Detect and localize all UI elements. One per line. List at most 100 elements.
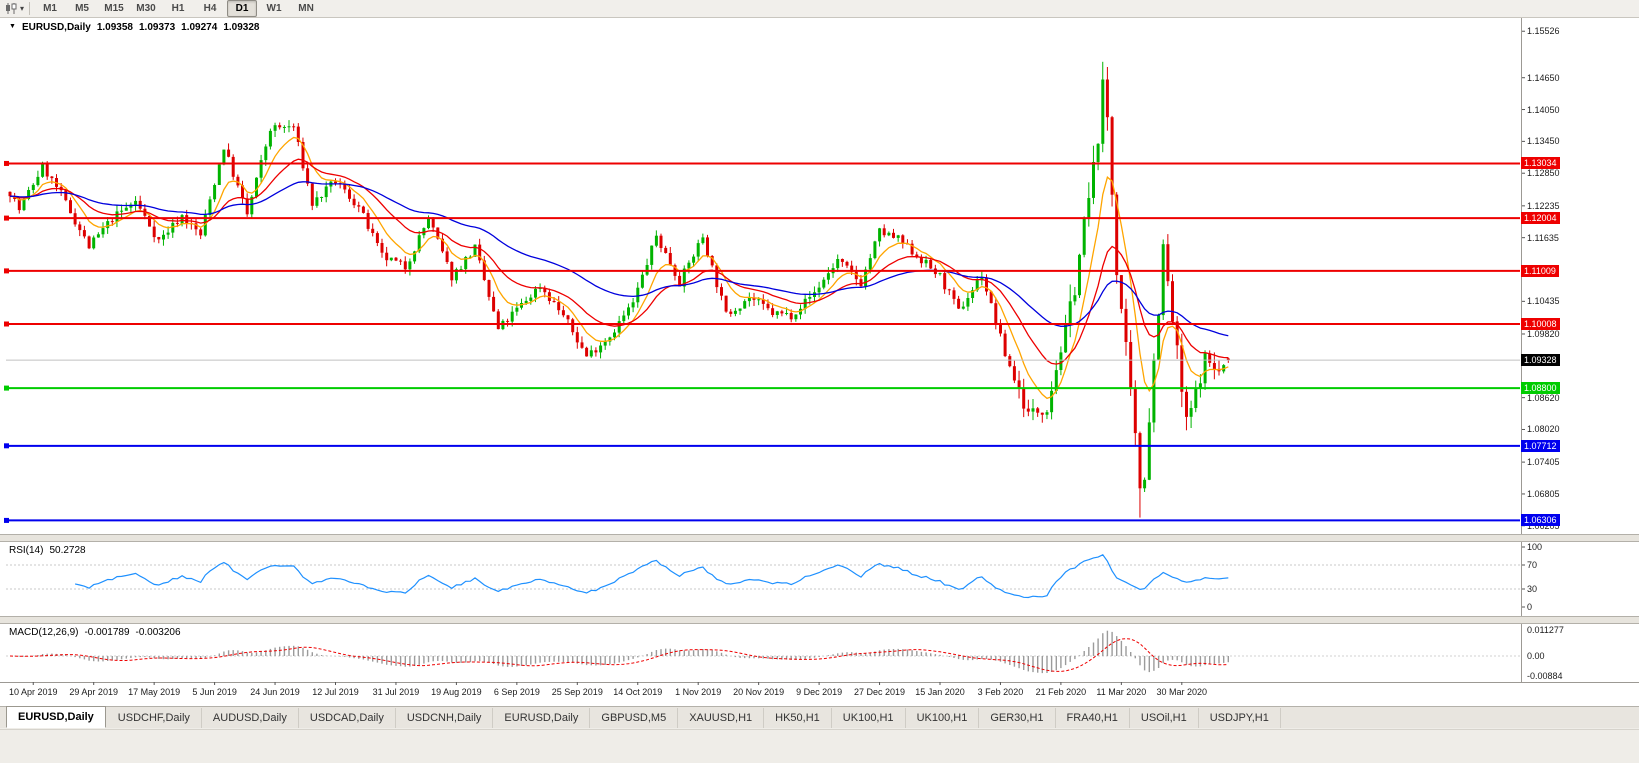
chart-tab-usdcnh-daily[interactable]: USDCNH,Daily	[396, 708, 494, 728]
timeframe-buttons: M1 M5 M15 M30 H1 H4 D1 W1 MN	[35, 0, 321, 17]
macd-axis-label: 0.00	[1527, 651, 1545, 662]
hline-handle[interactable]	[4, 215, 9, 221]
macd-signal-value: -0.003206	[135, 627, 181, 638]
timeframe-m15[interactable]: M15	[104, 3, 124, 14]
timeframe-h1[interactable]: H1	[171, 3, 185, 14]
price-axis-label: 1.06805	[1527, 488, 1560, 499]
price-axis-label: 1.07405	[1527, 457, 1560, 468]
chart-canvas[interactable]	[0, 18, 1639, 706]
price-axis-label: 1.14650	[1527, 72, 1560, 83]
chart-tab-fra40-h1[interactable]: FRA40,H1	[1056, 708, 1130, 728]
toolbar: ▾ M1 M5 M15 M30 H1 H4 D1 W1 MN	[0, 0, 1639, 18]
price-axis[interactable]	[1521, 18, 1639, 682]
chart-tab-eurusd-daily[interactable]: EURUSD,Daily	[493, 708, 591, 728]
price-axis-label: 1.12235	[1527, 200, 1560, 211]
date-axis-label: 29 Apr 2019	[69, 687, 118, 697]
timeframe-d1[interactable]: D1	[227, 0, 258, 17]
pane-splitter[interactable]	[0, 534, 1639, 542]
hline-price-label: 1.11009	[1521, 264, 1559, 277]
hline-handle[interactable]	[4, 268, 9, 274]
price-axis-label: 1.08020	[1527, 424, 1560, 435]
date-axis-label: 10 Apr 2019	[8, 687, 58, 697]
price-axis-label: 1.13450	[1527, 136, 1560, 147]
date-axis-label: 19 Aug 2019	[431, 687, 482, 697]
chart-tab-ger30-h1[interactable]: GER30,H1	[979, 708, 1056, 728]
date-axis-label: 21 Feb 2020	[1035, 687, 1087, 697]
macd-histogram	[13, 630, 1230, 674]
chart-tab-hk50-h1[interactable]: HK50,H1	[764, 708, 832, 728]
date-axis-label: 6 Sep 2019	[493, 687, 540, 697]
rsi-name: RSI(14)	[9, 545, 44, 556]
macd-value: -0.001789	[84, 627, 130, 638]
chart-tab-uk100-h1[interactable]: UK100,H1	[832, 708, 906, 728]
timeframe-h4[interactable]: H4	[203, 3, 217, 14]
rsi-axis-label: 100	[1527, 542, 1543, 552]
date-axis-label: 14 Oct 2019	[613, 687, 663, 697]
chart-tab-audusd-daily[interactable]: AUDUSD,Daily	[202, 708, 299, 728]
hline-handle[interactable]	[4, 160, 9, 166]
price-axis-label: 1.14050	[1527, 104, 1560, 115]
macd-signal-line	[9, 638, 1229, 672]
chart-title: ▼ EURUSD,Daily 1.09358 1.09373 1.09274 1…	[9, 22, 259, 33]
slow-ma-line	[9, 181, 1229, 337]
timeframe-mn[interactable]: MN	[298, 3, 314, 14]
chart-tab-xauusd-h1[interactable]: XAUUSD,H1	[678, 708, 765, 728]
toolbar-separator	[29, 2, 31, 15]
hline-handle[interactable]	[4, 517, 9, 523]
hline-price-label: 1.07712	[1521, 439, 1560, 452]
hline-price-label: 1.06306	[1521, 514, 1560, 527]
rsi-value: 50.2728	[49, 545, 86, 556]
chart-tab-usdjpy-h1[interactable]: USDJPY,H1	[1199, 708, 1281, 728]
date-axis-label: 12 Jul 2019	[312, 687, 359, 697]
quote-open: 1.09358	[96, 22, 133, 33]
timeframe-m5[interactable]: M5	[75, 3, 89, 14]
date-axis-label: 30 Mar 2020	[1156, 687, 1208, 697]
rsi-axis-label: 70	[1527, 560, 1538, 570]
timeframe-m1[interactable]: M1	[43, 3, 57, 14]
chart-tab-eurusd-daily[interactable]: EURUSD,Daily	[6, 706, 106, 728]
candlestick-chart-icon[interactable]	[4, 2, 19, 15]
current-price-label: 1.09328	[1521, 354, 1560, 367]
hline-handle[interactable]	[4, 443, 9, 449]
macd-name: MACD(12,26,9)	[9, 627, 79, 638]
price-axis-label: 1.08620	[1527, 392, 1560, 403]
hline-price-label: 1.12004	[1521, 212, 1560, 225]
price-axis-label: 1.09820	[1527, 328, 1560, 339]
chart-tab-bar: EURUSD,Daily USDCHF,Daily AUDUSD,Daily USDC…	[0, 706, 1639, 728]
dropdown-caret-icon[interactable]: ▾	[20, 4, 25, 13]
chart-tab-usoil-h1[interactable]: USOil,H1	[1130, 708, 1199, 728]
pane-splitter[interactable]	[0, 616, 1639, 624]
macd-indicator-label: MACD(12,26,9) -0.001789 -0.003206	[9, 627, 181, 638]
price-axis-label: 1.11635	[1527, 232, 1559, 243]
date-axis-label: 5 Jun 2019	[192, 687, 237, 697]
chart-context-icon[interactable]: ▼	[9, 23, 16, 30]
fast-ma-line	[9, 136, 1229, 400]
quote-high: 1.09373	[139, 22, 176, 33]
quote-close: 1.09328	[223, 22, 260, 33]
chart-tab-uk100-h1[interactable]: UK100,H1	[906, 708, 980, 728]
hline-price-label: 1.10008	[1521, 318, 1560, 330]
hline-handle[interactable]	[4, 385, 9, 391]
hline-handle[interactable]	[4, 321, 9, 327]
date-axis-label: 15 Jan 2020	[915, 687, 965, 697]
date-axis-label: 17 May 2019	[128, 687, 181, 697]
price-axis-label: 1.10435	[1527, 296, 1560, 307]
chart-tab-usdcad-daily[interactable]: USDCAD,Daily	[299, 708, 396, 728]
date-axis-label: 27 Dec 2019	[854, 687, 906, 697]
price-axis-label: 1.15526	[1527, 26, 1560, 37]
chart-tab-usdchf-daily[interactable]: USDCHF,Daily	[107, 708, 202, 728]
candlestick-series	[8, 61, 1230, 518]
date-axis-label: 25 Sep 2019	[551, 687, 603, 697]
rsi-axis-label: 30	[1527, 584, 1538, 594]
date-axis-label: 20 Nov 2019	[733, 687, 785, 697]
date-axis-label: 1 Nov 2019	[675, 687, 722, 697]
hline-price-label: 1.08800	[1521, 382, 1560, 395]
rsi-indicator-label: RSI(14) 50.2728	[9, 545, 86, 556]
timeframe-w1[interactable]: W1	[266, 3, 282, 14]
chart-tab-gbpusd-m5[interactable]: GBPUSD,M5	[590, 708, 679, 728]
timeframe-m30[interactable]: M30	[136, 3, 156, 14]
date-axis-label: 9 Dec 2019	[796, 687, 843, 697]
rsi-line	[74, 554, 1229, 599]
status-bar	[0, 729, 1639, 763]
